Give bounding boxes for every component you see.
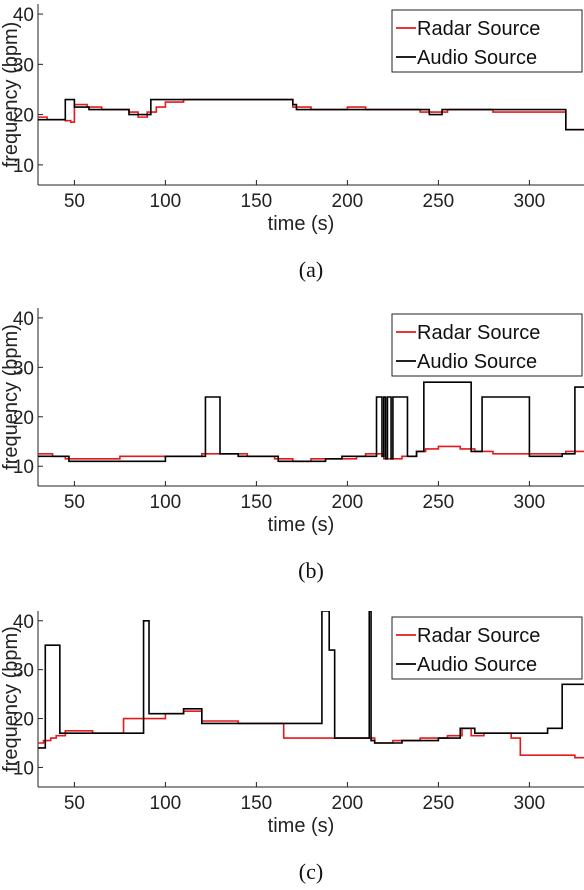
chart-1-plot-area bbox=[38, 381, 584, 463]
chart-0-x-tick-label: 50 bbox=[64, 191, 85, 212]
chart-2-y-tick-label: 10 bbox=[13, 758, 34, 779]
chart-0: 50 100 150 200 250 300 10 20 30 40 time (s) frequen… bbox=[0, 4, 584, 282]
chart-0-y-tick-label: 30 bbox=[13, 55, 34, 76]
chart-2-x-tick-label: 200 bbox=[332, 793, 364, 814]
chart-1-x-tick-label: 50 bbox=[64, 492, 85, 513]
chart-1-series-radar-source bbox=[38, 445, 584, 463]
chart-1-caption: (b) bbox=[298, 558, 324, 583]
chart-0-caption: (a) bbox=[299, 257, 323, 282]
chart-2-x-tick-label: 250 bbox=[423, 793, 455, 814]
chart-2-y-tick-label: 20 bbox=[13, 710, 34, 731]
chart-1-x-tick-label: 100 bbox=[150, 492, 182, 513]
chart-1-y-tick-label: 20 bbox=[13, 408, 34, 429]
chart-0-y-tick-label: 20 bbox=[13, 106, 34, 127]
chart-2-legend-label-radar-source: Radar Source bbox=[417, 625, 540, 647]
chart-2-series-radar-source bbox=[38, 710, 584, 759]
chart-2-y-tick-label: 30 bbox=[13, 661, 34, 682]
chart-2-series-audio-source bbox=[38, 611, 584, 749]
chart-2-caption: (c) bbox=[299, 859, 323, 884]
chart-0-series-audio-source bbox=[38, 98, 584, 131]
chart-1-legend-box bbox=[391, 313, 583, 377]
chart-2-legend-label-audio-source: Audio Source bbox=[417, 654, 537, 676]
chart-2-plot-area bbox=[38, 611, 584, 759]
chart-2-legend-box bbox=[391, 616, 583, 680]
chart-1-x-axis-label: time (s) bbox=[268, 514, 335, 536]
chart-2-x-tick-label: 50 bbox=[64, 793, 85, 814]
chart-1-y-tick-label: 30 bbox=[13, 358, 34, 379]
chart-1-legend-label-radar-source: Radar Source bbox=[417, 322, 540, 344]
chart-2-x-tick-label: 300 bbox=[514, 793, 546, 814]
chart-0-series-radar-source bbox=[38, 98, 584, 131]
chart-1-x-tick-label: 150 bbox=[241, 492, 273, 513]
chart-0-x-tick-label: 200 bbox=[332, 191, 364, 212]
chart-1-x-tick-label: 250 bbox=[423, 492, 455, 513]
chart-1-x-tick-label: 300 bbox=[514, 492, 546, 513]
chart-1-legend-label-audio-source: Audio Source bbox=[417, 351, 537, 373]
chart-1-y-axis-label: frequency (bpm) bbox=[0, 324, 22, 470]
chart-1-legend: Radar Source Audio Source bbox=[391, 313, 583, 377]
chart-0-x-tick-label: 150 bbox=[241, 191, 273, 212]
chart-1-series-audio-source bbox=[38, 381, 584, 463]
chart-0-legend: Radar Source Audio Source bbox=[391, 9, 583, 73]
chart-0-legend-box bbox=[391, 9, 583, 73]
chart-0-x-axis-label: time (s) bbox=[268, 213, 335, 235]
chart-1-y-tick-label: 10 bbox=[13, 457, 34, 478]
chart-0-x-tick-label: 250 bbox=[423, 191, 455, 212]
chart-0-y-tick-label: 10 bbox=[13, 156, 34, 177]
chart-2-legend: Radar Source Audio Source bbox=[391, 616, 583, 680]
chart-2-y-tick-label: 40 bbox=[13, 612, 34, 633]
chart-0-legend-label-radar-source: Radar Source bbox=[417, 18, 540, 40]
chart-0-y-tick-label: 40 bbox=[13, 5, 34, 26]
chart-2-x-axis-label: time (s) bbox=[268, 815, 335, 837]
chart-0-x-tick-label: 100 bbox=[150, 191, 182, 212]
chart-0-y-axis-label: frequency (bpm) bbox=[0, 22, 22, 168]
chart-0-plot-area bbox=[38, 98, 584, 131]
chart-1-y-tick-label: 40 bbox=[13, 309, 34, 330]
chart-2-x-tick-label: 150 bbox=[241, 793, 273, 814]
chart-1-x-tick-label: 200 bbox=[332, 492, 364, 513]
chart-2-x-tick-label: 100 bbox=[150, 793, 182, 814]
chart-0-x-tick-label: 300 bbox=[514, 191, 546, 212]
chart-1: 50 100 150 200 250 300 10 20 30 40 time (s) frequen… bbox=[0, 308, 584, 583]
chart-2: 50 100 150 200 250 300 10 20 30 40 time (s) frequen… bbox=[0, 611, 584, 884]
chart-2-y-axis-label: frequency (bpm) bbox=[0, 626, 22, 772]
chart-0-legend-label-audio-source: Audio Source bbox=[417, 47, 537, 69]
